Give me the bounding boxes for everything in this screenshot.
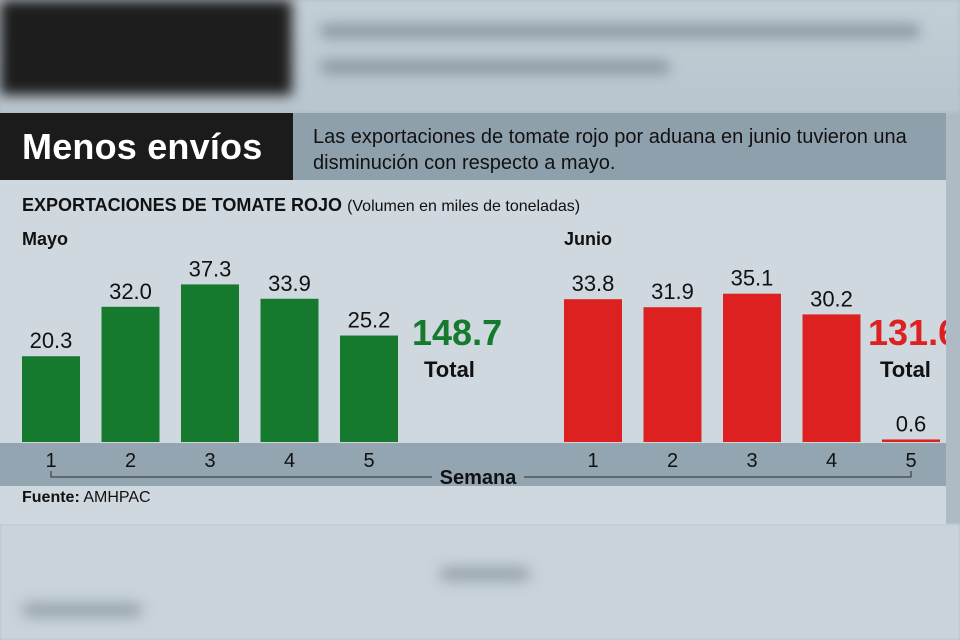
source-note: Fuente: AMHPAC	[22, 489, 151, 507]
blurred-title-shape	[0, 0, 292, 95]
x-tick-label: 2	[125, 450, 136, 472]
x-tick-label: 4	[284, 450, 295, 472]
x-tick-label: 2	[667, 450, 678, 472]
x-tick-label: 4	[826, 450, 837, 472]
x-axis-band	[0, 443, 946, 486]
infographic-card: Menos envíos Las exportaciones de tomate…	[0, 113, 946, 524]
bar-junio-week-5	[882, 439, 940, 442]
chart-title-main: EXPORTACIONES DE TOMATE ROJO	[22, 195, 343, 215]
blurred-text-line	[320, 24, 920, 38]
x-tick-label: 3	[204, 450, 215, 472]
axis-bracket-right	[524, 471, 912, 478]
chart-subtitle: (Volumen en miles de toneladas)	[347, 198, 581, 215]
bar-junio-week-2	[643, 307, 702, 442]
bar-value-label: 25.2	[348, 308, 391, 333]
bar-mayo-week-2	[101, 306, 160, 442]
bar-value-label: 32.0	[109, 279, 152, 304]
bar-value-label: 37.3	[189, 256, 232, 281]
bar-junio-week-1	[564, 299, 622, 442]
bar-value-label: 30.2	[810, 286, 853, 311]
bar-junio-week-4	[802, 314, 861, 442]
panel-label-junio: Junio	[564, 229, 612, 249]
blurred-text-line	[320, 60, 670, 74]
bar-junio-week-3	[723, 293, 781, 442]
total-label-mayo: Total	[424, 357, 475, 382]
bar-value-label: 35.1	[731, 266, 774, 291]
axis-bracket-left	[50, 471, 432, 478]
blurred-text-line	[440, 568, 530, 580]
bar-mayo-week-5	[340, 335, 398, 442]
source-label: Fuente:	[22, 489, 80, 506]
bar-value-label: 20.3	[30, 328, 73, 353]
bar-value-label: 31.9	[651, 279, 694, 304]
x-tick-label: 1	[45, 450, 56, 472]
x-tick-label: 1	[587, 450, 598, 472]
total-label-junio: Total	[880, 357, 931, 382]
x-axis-label: Semana	[440, 467, 518, 489]
bar-mayo-week-4	[260, 298, 319, 442]
bar-mayo-week-3	[181, 284, 239, 442]
bar-value-label: 33.8	[572, 271, 615, 296]
x-tick-label: 5	[363, 450, 374, 472]
blurred-text-line	[22, 604, 142, 616]
header-band: Las exportaciones de tomate rojo por adu…	[293, 113, 946, 180]
bar-mayo-week-1	[22, 356, 80, 442]
blurred-background-top	[0, 0, 960, 112]
infographic-description: Las exportaciones de tomate rojo por adu…	[313, 126, 907, 174]
panel-label-mayo: Mayo	[22, 229, 69, 249]
infographic-title: Menos envíos	[0, 113, 293, 180]
bar-value-label: 0.6	[896, 411, 927, 436]
bar-chart: 20.3 1 32.0 2 37.3 3 33.9 4 25.2 5 148.7 Total 33.8 1…	[22, 256, 946, 489]
x-tick-label: 5	[905, 450, 916, 472]
x-tick-label: 3	[746, 450, 757, 472]
total-value-mayo: 148.7	[412, 312, 502, 353]
chart-title: EXPORTACIONES DE TOMATE ROJO (Volumen en…	[22, 195, 580, 216]
total-value-junio: 131.6	[868, 312, 946, 353]
blurred-background-bottom	[0, 524, 960, 640]
bar-value-label: 33.9	[268, 271, 311, 296]
source-value: AMHPAC	[83, 489, 151, 506]
